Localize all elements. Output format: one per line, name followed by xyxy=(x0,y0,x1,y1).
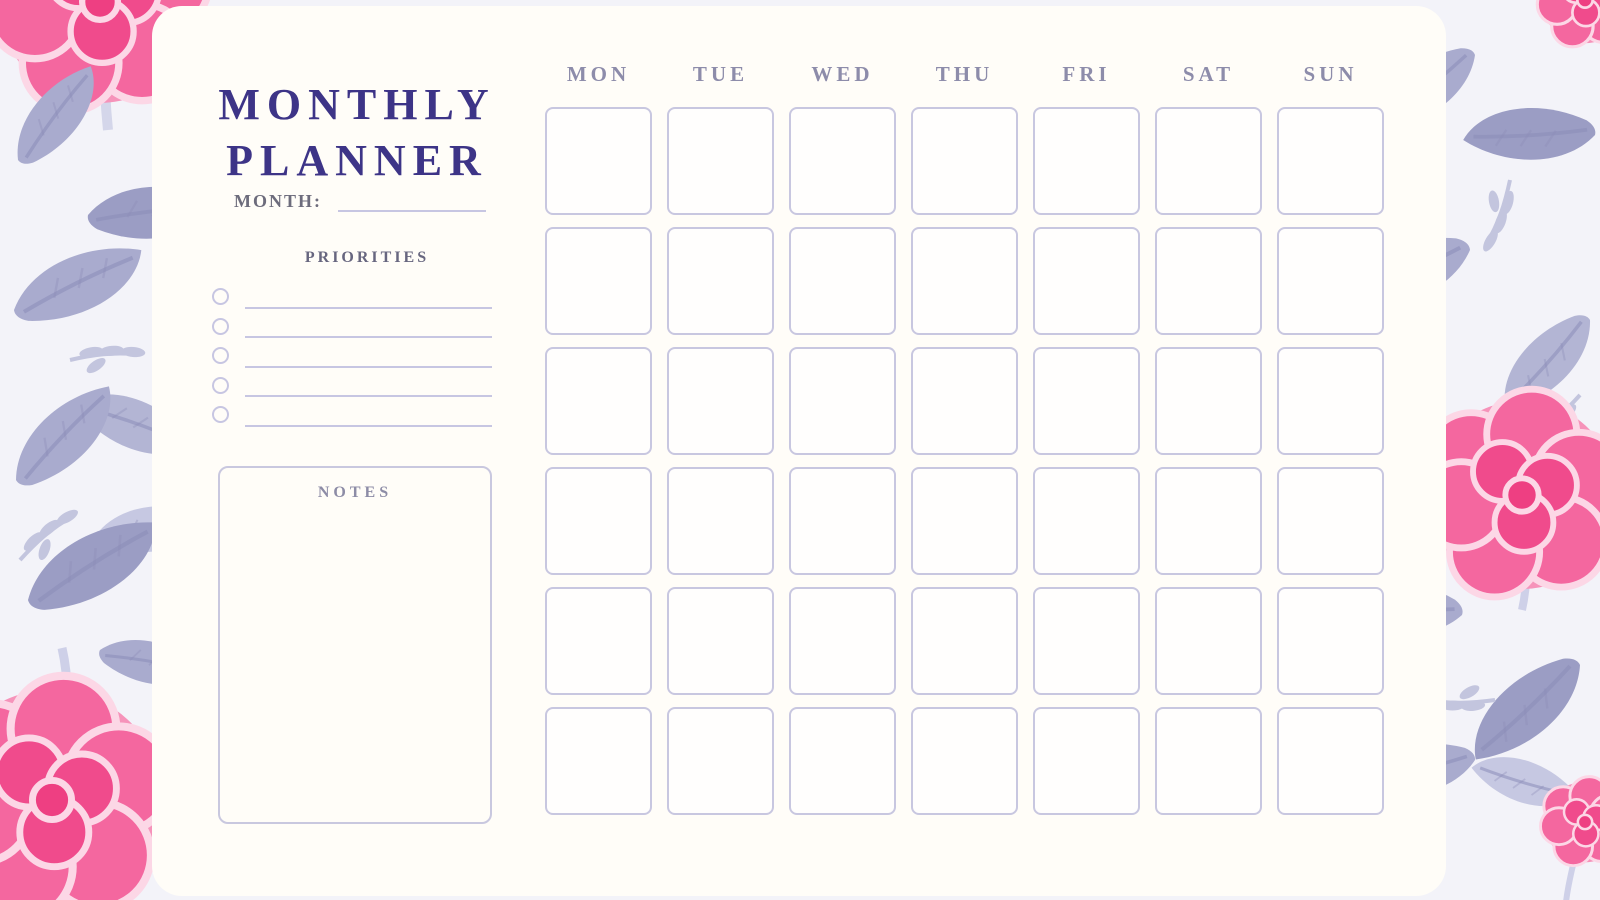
page-title-line2: PLANNER xyxy=(226,136,488,186)
calendar-cell[interactable] xyxy=(789,587,896,695)
calendar-cell[interactable] xyxy=(789,707,896,815)
priorities-list xyxy=(212,282,492,430)
calendar-cell[interactable] xyxy=(1277,587,1384,695)
priority-bullet-circle[interactable] xyxy=(212,347,229,364)
month-input-line[interactable] xyxy=(338,190,486,212)
notes-heading: NOTES xyxy=(317,484,393,501)
calendar-cell[interactable] xyxy=(911,347,1018,455)
calendar-cell[interactable] xyxy=(789,227,896,335)
priority-bullet-circle[interactable] xyxy=(212,376,229,394)
calendar-cell[interactable] xyxy=(1033,707,1140,815)
calendar-cell[interactable] xyxy=(667,467,774,575)
priority-bullet-circle[interactable] xyxy=(212,288,229,305)
calendar-cell[interactable] xyxy=(1155,587,1262,695)
priority-row xyxy=(212,341,492,371)
page-title: MONTHLY PLANNER xyxy=(207,77,507,189)
calendar-cell[interactable] xyxy=(667,347,774,455)
day-header-row: MON TUE WED THU FRI SAT SUN xyxy=(545,62,1384,87)
notes-input-area[interactable] xyxy=(226,514,484,816)
calendar-cell[interactable] xyxy=(911,107,1018,215)
calendar-cell[interactable] xyxy=(1155,467,1262,575)
calendar-cell[interactable] xyxy=(545,107,652,215)
calendar-cell[interactable] xyxy=(789,467,896,575)
notes-box: NOTES xyxy=(218,466,492,824)
day-header-thu: THU xyxy=(935,62,994,86)
calendar-grid xyxy=(545,107,1384,815)
day-header-fri: FRI xyxy=(1062,62,1111,86)
calendar-cell[interactable] xyxy=(789,107,896,215)
calendar-cell[interactable] xyxy=(789,347,896,455)
calendar-cell[interactable] xyxy=(667,107,774,215)
day-header-wed: WED xyxy=(811,62,874,86)
calendar-cell[interactable] xyxy=(1155,227,1262,335)
month-label: MONTH: xyxy=(234,191,322,211)
priority-input-line[interactable] xyxy=(245,407,492,427)
calendar-cell[interactable] xyxy=(545,347,652,455)
priority-row xyxy=(212,400,492,430)
priority-row xyxy=(212,282,492,312)
calendar-cell[interactable] xyxy=(1155,707,1262,815)
priority-row xyxy=(212,371,492,401)
rose-bottom-left-illustration xyxy=(0,676,172,900)
calendar-cell[interactable] xyxy=(667,227,774,335)
calendar-cell[interactable] xyxy=(1277,467,1384,575)
day-header-mon: MON xyxy=(566,62,631,86)
calendar-cell[interactable] xyxy=(545,467,652,575)
priority-input-line[interactable] xyxy=(245,318,492,338)
day-header-sun: SUN xyxy=(1303,62,1358,86)
priority-input-line[interactable] xyxy=(245,348,492,368)
priority-input-line[interactable] xyxy=(245,289,492,309)
calendar-cell[interactable] xyxy=(1277,227,1384,335)
priority-bullet-circle[interactable] xyxy=(212,406,229,423)
priorities-heading: PRIORITIES xyxy=(304,249,430,266)
day-header-sat: SAT xyxy=(1182,62,1235,86)
priority-bullet-circle[interactable] xyxy=(212,317,229,335)
calendar-cell[interactable] xyxy=(545,707,652,815)
calendar-cell[interactable] xyxy=(911,467,1018,575)
calendar-cell[interactable] xyxy=(1277,347,1384,455)
calendar-cell[interactable] xyxy=(667,587,774,695)
calendar-cell[interactable] xyxy=(667,707,774,815)
planner-sheet: MONTHLY PLANNER MONTH: PRIORITIES NOTES … xyxy=(152,6,1446,896)
calendar-cell[interactable] xyxy=(1033,467,1140,575)
calendar-cell[interactable] xyxy=(911,587,1018,695)
calendar-cell[interactable] xyxy=(911,707,1018,815)
calendar-cell[interactable] xyxy=(545,227,652,335)
calendar-cell[interactable] xyxy=(545,587,652,695)
calendar-cell[interactable] xyxy=(1155,347,1262,455)
priority-row xyxy=(212,312,492,342)
month-row: MONTH: xyxy=(234,190,486,212)
calendar-cell[interactable] xyxy=(1033,107,1140,215)
calendar-cell[interactable] xyxy=(1033,347,1140,455)
calendar-cell[interactable] xyxy=(1277,107,1384,215)
calendar-cell[interactable] xyxy=(911,227,1018,335)
calendar-cell[interactable] xyxy=(1033,227,1140,335)
priority-input-line[interactable] xyxy=(245,377,492,397)
calendar-cell[interactable] xyxy=(1033,587,1140,695)
page-title-line1: MONTHLY xyxy=(218,80,496,130)
day-header-tue: TUE xyxy=(692,62,749,86)
calendar-cell[interactable] xyxy=(1277,707,1384,815)
calendar-cell[interactable] xyxy=(1155,107,1262,215)
